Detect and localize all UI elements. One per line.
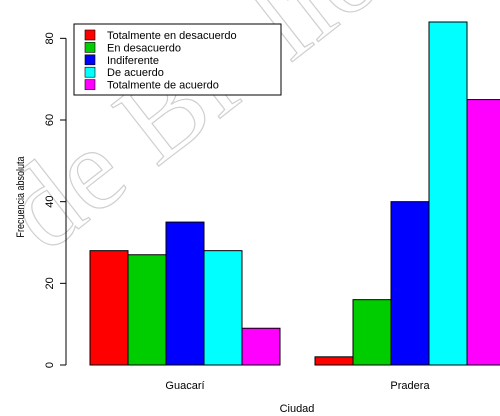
bar-guacarí-1	[89, 250, 129, 366]
legend-swatch	[84, 29, 96, 41]
y-tick-label: 80	[44, 32, 56, 44]
legend-box	[73, 23, 282, 96]
legend-swatch	[84, 79, 96, 90]
x-axis-title: Ciudad	[280, 403, 315, 415]
legend-label: Totalmente en desacuerdo	[107, 30, 237, 42]
y-axis: 0 20 40 60 80	[44, 32, 67, 368]
legend-swatch	[84, 66, 96, 78]
bar-guacarí-3	[165, 221, 205, 366]
bar-pradera-2	[352, 299, 392, 366]
bar-pradera-4	[428, 21, 468, 366]
y-axis-title: Frecuencia absoluta	[15, 156, 27, 238]
x-tick-label: Guacarí	[165, 380, 204, 392]
y-tick-label: 20	[44, 277, 56, 289]
bar-guacarí-4	[203, 250, 243, 366]
legend-swatch	[84, 54, 96, 66]
bars-group	[89, 21, 500, 366]
y-tick-label: 60	[44, 114, 56, 126]
legend-label: Totalmente de acuerdo	[107, 80, 219, 92]
legend-swatch	[84, 42, 96, 53]
legend-label: Indiferente	[107, 55, 159, 67]
bar-guacarí-5	[241, 327, 281, 366]
legend-label: En desacuerdo	[107, 42, 181, 54]
bar-pradera-5	[466, 99, 500, 366]
legend-label: De acuerdo	[107, 67, 164, 79]
bar-guacarí-2	[127, 254, 167, 366]
y-tick-label: 40	[44, 196, 56, 208]
x-axis-labels: Guacarí Pradera	[165, 380, 430, 392]
x-tick-label: Pradera	[390, 380, 430, 392]
bar-pradera-1	[314, 356, 354, 366]
bar-pradera-3	[390, 201, 430, 366]
y-tick-label: 0	[44, 362, 56, 368]
